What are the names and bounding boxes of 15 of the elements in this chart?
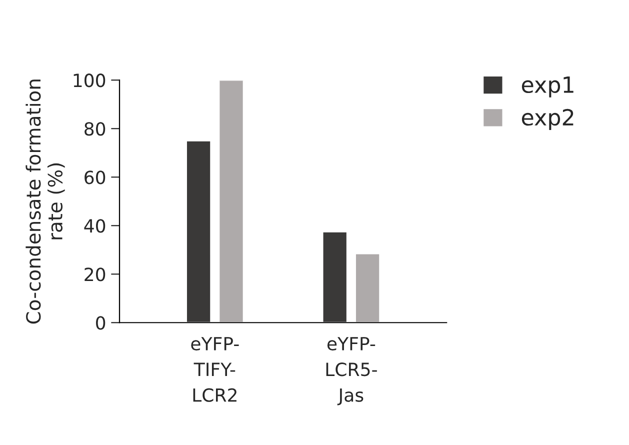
y-tick-label: 80 xyxy=(84,122,106,136)
y-tick-label: 100 xyxy=(74,74,106,88)
y-axis-title: Co-condensate formation rate (%) xyxy=(26,80,65,324)
bar xyxy=(322,230,348,323)
legend-label: exp2 xyxy=(522,108,574,130)
bar xyxy=(218,80,244,323)
y-tick-label: 60 xyxy=(84,170,106,184)
x-tick-label: eYFP- TIFY- LCR2 xyxy=(191,337,239,402)
bar xyxy=(186,140,212,323)
legend-label: exp1 xyxy=(522,76,574,98)
bar xyxy=(354,252,381,323)
y-tick-label: 0 xyxy=(96,316,106,330)
x-tick-label: eYFP- LCR5- Jas xyxy=(326,337,377,406)
y-tick-label: 40 xyxy=(84,219,106,233)
y-tick-label: 20 xyxy=(84,268,106,282)
